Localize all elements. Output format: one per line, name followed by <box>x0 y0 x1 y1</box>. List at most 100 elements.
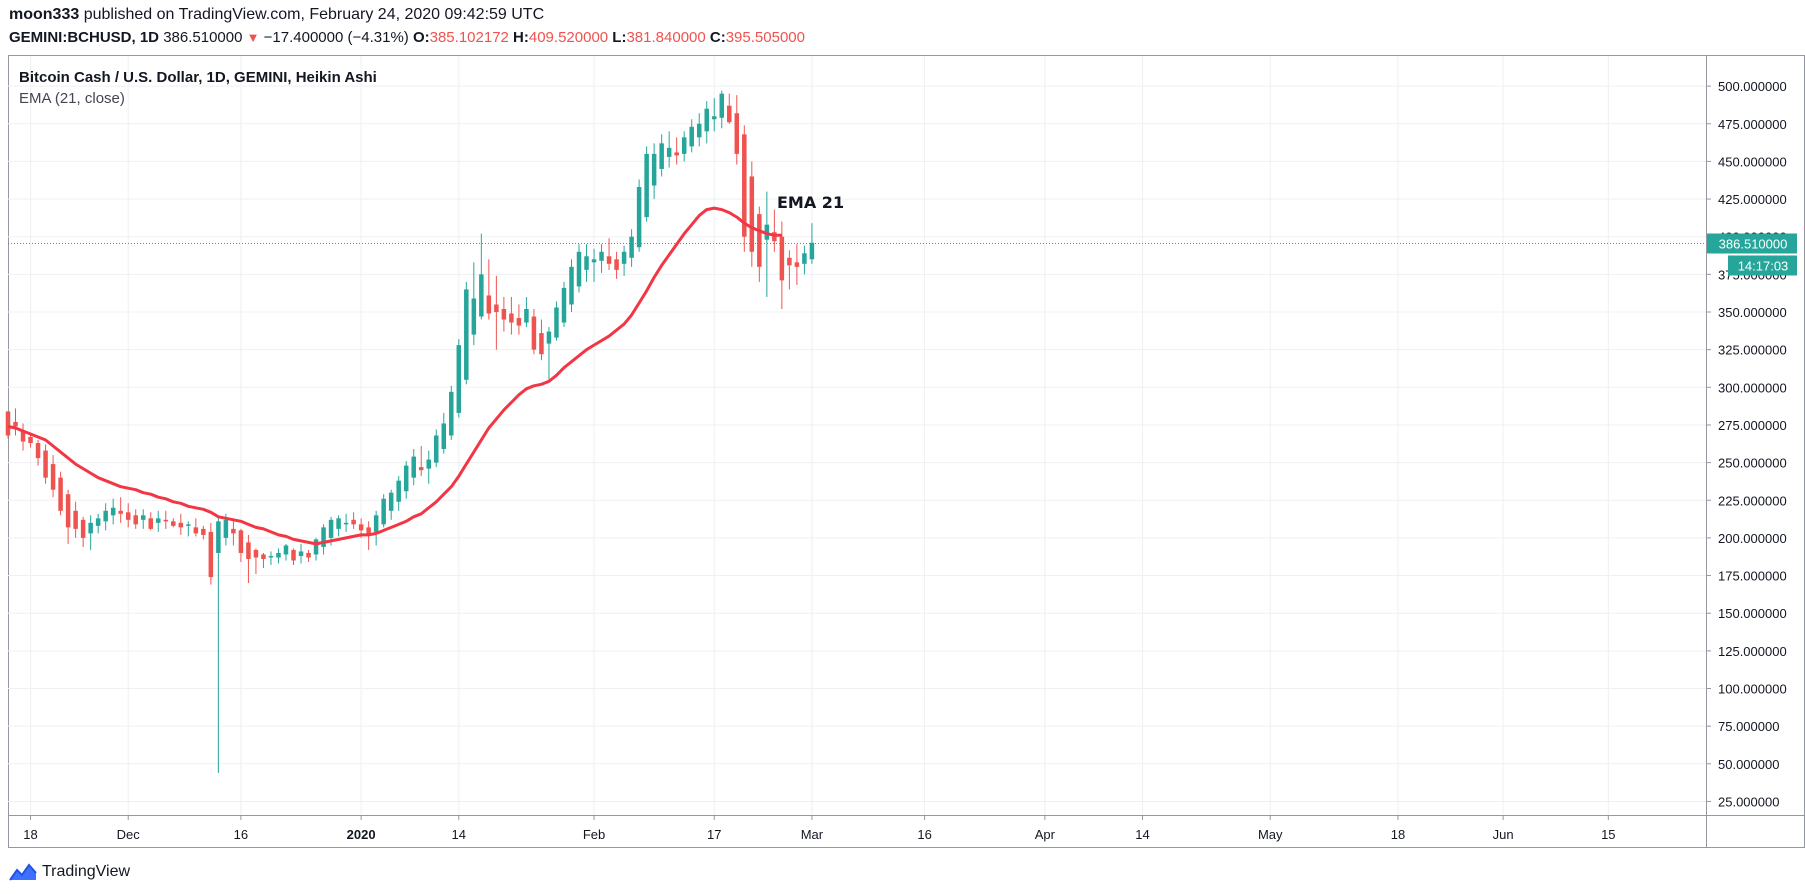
candle <box>186 521 191 537</box>
y-tick-label: 475.000000 <box>1718 117 1787 132</box>
candle <box>674 137 679 165</box>
candle <box>43 444 48 484</box>
high-value: 409.520000 <box>528 29 609 46</box>
candle <box>396 476 401 511</box>
candle-body <box>599 251 604 261</box>
candle <box>343 513 349 532</box>
x-tick-label: 14 <box>1135 827 1149 842</box>
x-tick-label: Jun <box>1493 827 1514 842</box>
candle-body <box>201 528 206 535</box>
candle-body <box>28 437 33 444</box>
y-tick-label: 100.000000 <box>1718 682 1787 697</box>
candle <box>629 229 634 267</box>
publish-info: moon333 published on TradingView.com, Fe… <box>9 6 544 24</box>
candle <box>80 516 86 547</box>
candle-body <box>666 147 672 157</box>
candle <box>464 281 469 385</box>
countdown-badge: 14:17:03 <box>1728 255 1797 276</box>
candle-body <box>411 456 416 478</box>
legend-indicator[interactable]: EMA (21, close) <box>19 90 125 107</box>
candle-body <box>734 113 740 154</box>
candle-body <box>689 126 694 147</box>
candle <box>58 471 63 516</box>
x-tick-label: Mar <box>801 827 824 842</box>
candle <box>171 518 176 528</box>
candle-body <box>80 519 86 538</box>
candle-body <box>88 522 93 534</box>
candle <box>471 262 477 346</box>
candle <box>764 191 770 297</box>
candle <box>298 543 304 564</box>
candle <box>456 339 462 418</box>
candle <box>261 552 266 569</box>
candle <box>434 429 439 468</box>
candle <box>118 497 123 523</box>
published-text: published on TradingView.com, February 2… <box>83 6 545 23</box>
candle <box>539 319 544 361</box>
candle-body <box>531 316 537 350</box>
candle-body <box>95 518 101 526</box>
y-tick-label: 425.000000 <box>1718 192 1787 207</box>
candle-body <box>621 251 627 264</box>
x-tick-label: 18 <box>23 827 37 842</box>
candle-body <box>704 108 709 132</box>
x-tick-label: Dec <box>117 827 141 842</box>
candle-body <box>711 116 717 120</box>
candle <box>576 244 582 293</box>
candle-body <box>396 480 401 502</box>
candle <box>95 513 101 534</box>
candle-body <box>103 510 108 522</box>
author-name[interactable]: moon333 <box>9 6 80 23</box>
y-tick-label: 350.000000 <box>1718 305 1787 320</box>
candle-body <box>50 464 56 490</box>
candle-body <box>58 477 63 511</box>
candle-body <box>794 262 800 267</box>
y-tick-label: 225.000000 <box>1718 493 1787 508</box>
candle <box>381 494 386 528</box>
candle <box>494 275 499 350</box>
candle-body <box>569 266 574 305</box>
candle-body <box>373 515 379 532</box>
price-axis[interactable]: 25.000000 50.000000 75.000000 100.000000 125… <box>1706 79 1787 809</box>
x-tick-label: Feb <box>583 827 605 842</box>
candle <box>666 131 672 168</box>
y-tick-label: 25.000000 <box>1718 794 1779 809</box>
candle-body <box>216 521 221 553</box>
time-axis[interactable]: 18 Dec 16 2020 14 Feb 17 Mar 16 Apr 14 May 18 Jun 15 <box>23 815 1616 842</box>
candle <box>449 385 454 441</box>
close-value: 395.505000 <box>725 29 805 46</box>
y-tick-label: 75.000000 <box>1718 719 1779 734</box>
candle-body <box>501 309 507 320</box>
candle <box>561 281 567 328</box>
candle <box>757 206 762 282</box>
ema-annotation[interactable]: EMA 21 <box>777 193 844 212</box>
ema-21-line <box>7 206 782 546</box>
candle-body <box>133 515 138 525</box>
candle <box>88 515 93 550</box>
candle <box>711 98 717 132</box>
candle <box>441 412 447 454</box>
candle <box>749 161 755 267</box>
footer-brand[interactable]: TradingView <box>8 860 130 884</box>
candle <box>148 512 154 531</box>
candle-body <box>20 430 26 442</box>
x-tick-label: 18 <box>1391 827 1405 842</box>
candle <box>163 510 169 529</box>
candle <box>201 525 206 540</box>
candle-body <box>388 492 394 511</box>
candle <box>689 119 694 153</box>
y-tick-label: 300.000000 <box>1718 380 1787 395</box>
candle-body <box>125 512 131 520</box>
candle-body <box>779 236 785 281</box>
candle-body <box>464 289 469 380</box>
close-label: C: <box>709 29 726 46</box>
candle <box>509 296 514 335</box>
candle <box>35 440 41 466</box>
candle-body <box>554 307 559 338</box>
candle-body <box>298 551 304 556</box>
candle-body <box>426 459 431 469</box>
countdown-badge-text: 14:17:03 <box>1738 258 1789 273</box>
candle <box>268 551 274 566</box>
candle-body <box>268 555 274 558</box>
